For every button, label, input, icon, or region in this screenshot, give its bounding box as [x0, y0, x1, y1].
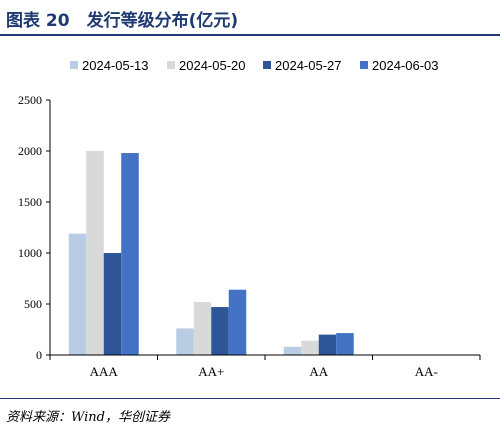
x-tick-label: AA: [309, 364, 328, 379]
y-tick-label: 0: [36, 348, 42, 362]
bar-aaplus-2024-06-03: [228, 289, 247, 355]
chart-legend: 2024-05-13 2024-05-20 2024-05-27 2024-06-03: [70, 58, 439, 73]
title-divider: [0, 34, 500, 36]
y-tick-label: 500: [24, 297, 42, 311]
bar-aaa-2024-05-13: [68, 233, 87, 355]
bar-aa-2024-05-27: [318, 334, 337, 355]
legend-swatch: [263, 61, 271, 69]
legend-label: 2024-05-27: [275, 58, 342, 73]
legend-label: 2024-06-03: [372, 58, 439, 73]
bar-aaa-2024-06-03: [121, 153, 139, 355]
bar-aaa-2024-05-20: [86, 151, 104, 355]
bar-chart: 2024-05-13 2024-05-20 2024-05-27 2024-06-03…: [18, 58, 481, 379]
bar-aaplus-2024-05-27: [211, 307, 229, 355]
y-tick-label: 2500: [18, 93, 42, 107]
legend-swatch: [360, 61, 368, 69]
x-axis: AAA AA+ AA AA-: [49, 354, 481, 379]
y-tick-label: 2000: [18, 144, 42, 158]
y-tick-label: 1500: [18, 195, 42, 209]
x-tick-label: AAA: [90, 364, 119, 379]
y-tick-label: 1000: [18, 246, 42, 260]
source-divider: [0, 398, 500, 399]
figure-title: 图表 20 发行等级分布(亿元): [6, 11, 239, 31]
bar-aaplus-2024-05-13: [176, 328, 194, 355]
legend-label: 2024-05-13: [82, 58, 149, 73]
x-tick-label: AA-: [415, 364, 438, 379]
bars-group: [68, 151, 354, 355]
bar-aaa-2024-05-27: [103, 253, 122, 355]
x-tick-label: AA+: [198, 364, 224, 379]
bar-aa-2024-05-13: [283, 346, 302, 355]
y-axis: 0 500 1000 1500 2000 2500: [18, 93, 51, 362]
bar-aa-2024-06-03: [336, 333, 354, 355]
bar-aa-2024-05-20: [301, 340, 319, 355]
legend-swatch: [167, 61, 175, 69]
bar-aaplus-2024-05-20: [193, 301, 212, 355]
source-note: 资料来源：Wind，华创证券: [6, 410, 170, 425]
legend-swatch: [70, 61, 78, 69]
legend-label: 2024-05-20: [179, 58, 246, 73]
